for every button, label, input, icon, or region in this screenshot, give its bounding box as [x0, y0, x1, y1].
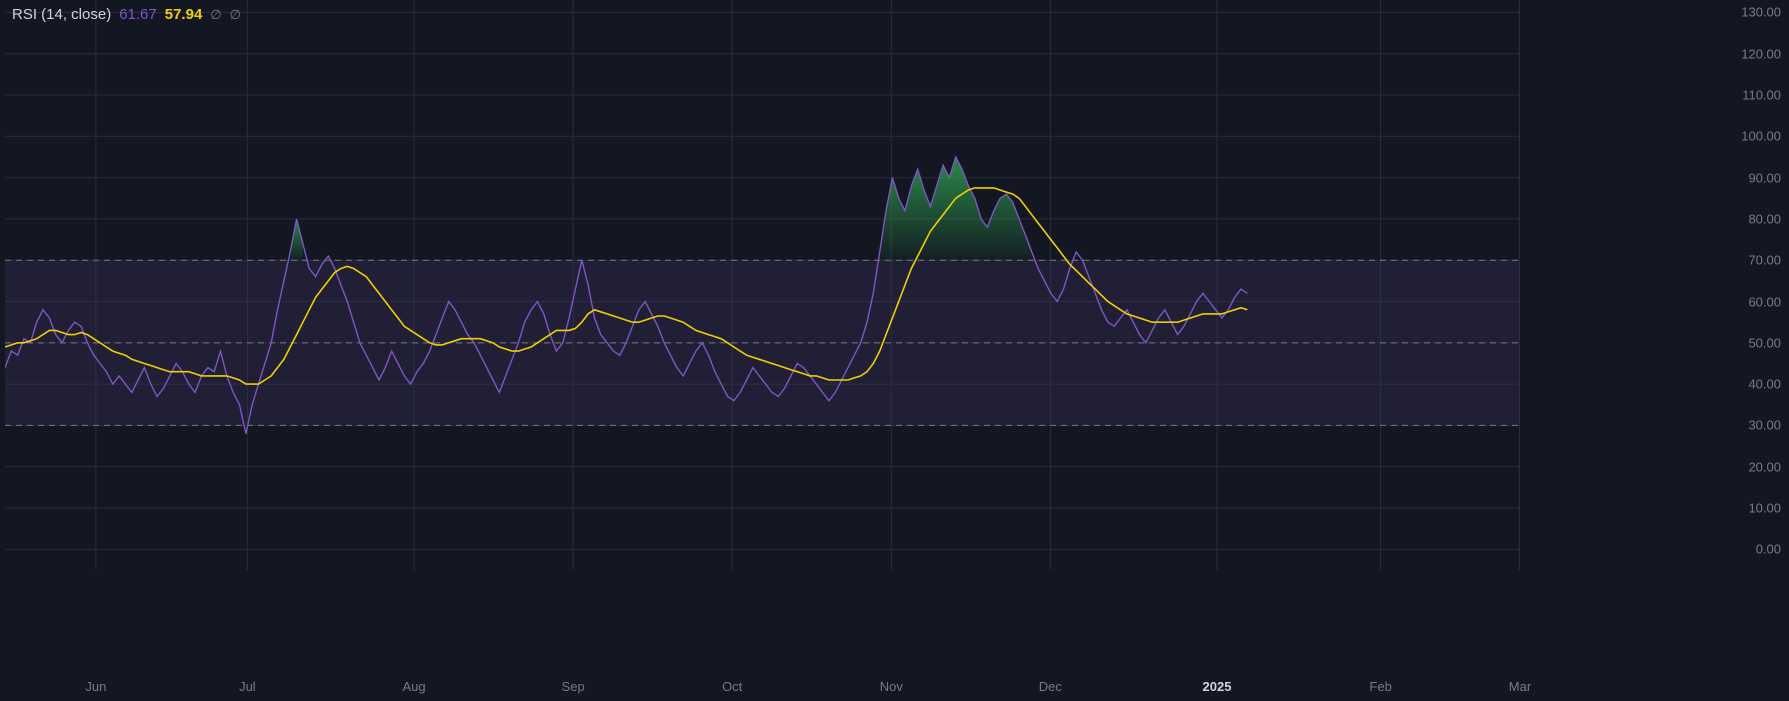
rsi-chart-panel: RSI (14, close) 61.67 57.94 ∅ ∅ 0.00 10.0… — [0, 0, 1789, 701]
y-tick-label: 10.00 — [1748, 501, 1781, 516]
y-tick-label: 60.00 — [1748, 294, 1781, 309]
y-tick-label: 0.00 — [1756, 542, 1781, 557]
y-tick-label: 40.00 — [1748, 377, 1781, 392]
y-tick-label: 130.00 — [1741, 5, 1781, 20]
x-tick-label: Oct — [722, 679, 742, 694]
y-axis[interactable]: 0.00 10.00 20.00 30.00 40.00 50.00 60.00 70.00 8… — [1729, 0, 1789, 570]
indicator-title: RSI (14, close) — [12, 6, 111, 23]
y-tick-label: 110.00 — [1742, 88, 1781, 103]
y-tick-label: 120.00 — [1741, 46, 1781, 61]
y-tick-label: 70.00 — [1748, 253, 1781, 268]
ma-value: 57.94 — [165, 6, 203, 23]
y-tick-label: 20.00 — [1748, 459, 1781, 474]
legend-null-1: ∅ — [210, 7, 221, 23]
x-tick-label: Jun — [85, 679, 106, 694]
y-tick-label: 90.00 — [1748, 170, 1781, 185]
rsi-value: 61.67 — [119, 6, 157, 23]
x-tick-label: Aug — [402, 679, 425, 694]
plot-area[interactable] — [5, 0, 1520, 570]
chart-svg — [5, 0, 1520, 570]
y-tick-label: 50.00 — [1748, 335, 1781, 350]
x-axis[interactable]: JunJulAugSepOctNovDec2025FebMar — [5, 675, 1520, 701]
x-tick-label: Feb — [1369, 679, 1391, 694]
y-tick-label: 30.00 — [1748, 418, 1781, 433]
x-tick-label: 2025 — [1203, 679, 1232, 694]
legend-null-2: ∅ — [230, 7, 241, 23]
x-tick-label: Jul — [239, 679, 256, 694]
x-tick-label: Sep — [562, 679, 585, 694]
x-tick-label: Dec — [1039, 679, 1062, 694]
y-tick-label: 100.00 — [1741, 129, 1781, 144]
x-tick-label: Mar — [1509, 679, 1531, 694]
chart-legend[interactable]: RSI (14, close) 61.67 57.94 ∅ ∅ — [12, 6, 241, 23]
x-tick-label: Nov — [880, 679, 903, 694]
y-tick-label: 80.00 — [1748, 211, 1781, 226]
